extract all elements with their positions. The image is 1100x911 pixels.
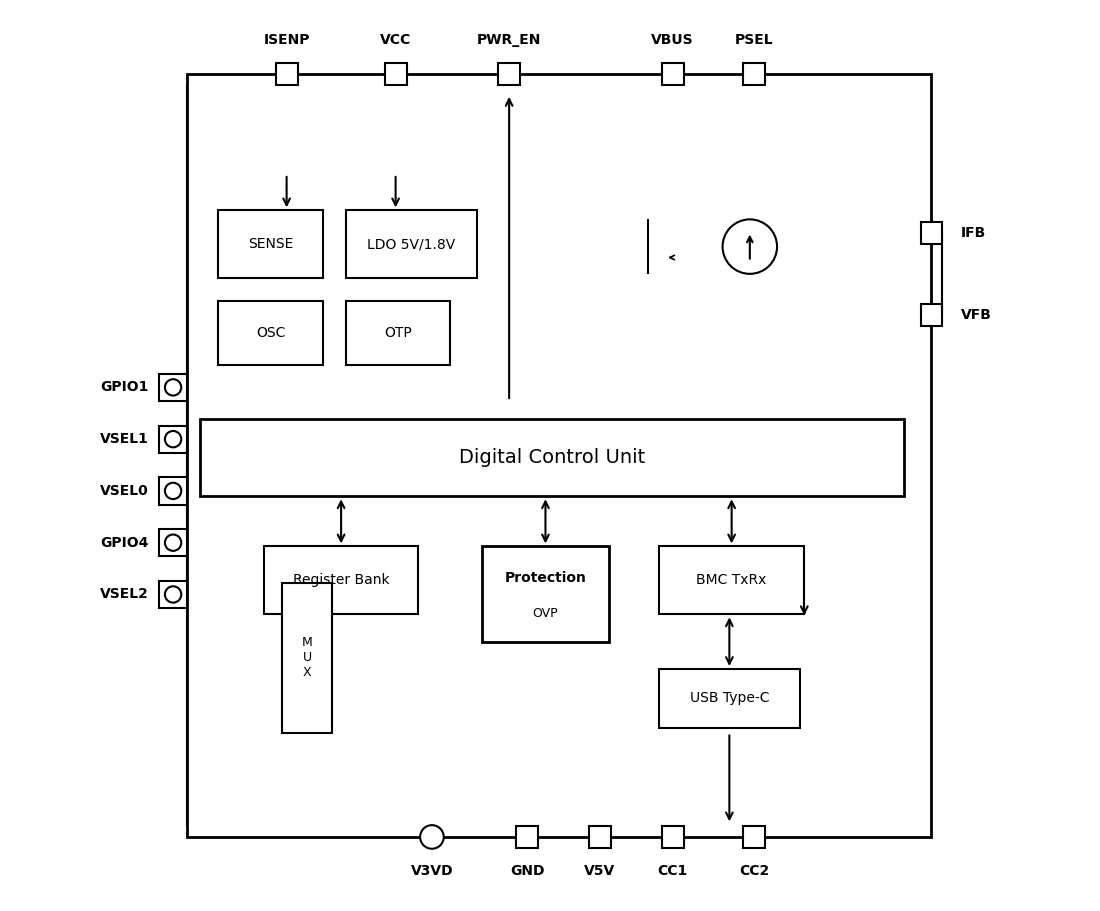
Bar <box>200 419 904 496</box>
Bar <box>662 826 683 848</box>
Bar <box>264 547 418 614</box>
Bar <box>187 74 932 837</box>
Bar <box>662 63 683 85</box>
Text: VSEL2: VSEL2 <box>100 588 148 601</box>
Text: PSEL: PSEL <box>735 33 773 46</box>
Bar <box>276 63 297 85</box>
Bar <box>385 63 407 85</box>
Text: Digital Control Unit: Digital Control Unit <box>459 448 646 467</box>
Bar <box>482 547 609 641</box>
Text: VCC: VCC <box>379 33 411 46</box>
Bar <box>219 302 323 364</box>
Text: BMC TxRx: BMC TxRx <box>696 573 767 588</box>
Bar <box>921 222 943 244</box>
Text: SENSE: SENSE <box>248 238 294 251</box>
Text: GND: GND <box>510 865 544 878</box>
Bar <box>516 826 538 848</box>
Circle shape <box>165 431 182 447</box>
Bar <box>345 302 450 364</box>
Text: OTP: OTP <box>384 326 411 340</box>
Text: VFB: VFB <box>960 308 991 322</box>
Text: GPIO1: GPIO1 <box>100 381 148 394</box>
Text: OSC: OSC <box>256 326 285 340</box>
Bar <box>160 477 187 505</box>
Text: CC2: CC2 <box>739 865 770 878</box>
Text: VSEL0: VSEL0 <box>100 484 148 498</box>
Circle shape <box>420 825 443 849</box>
Text: USB Type-C: USB Type-C <box>690 691 769 705</box>
Text: OVP: OVP <box>532 607 559 619</box>
Bar <box>345 210 477 279</box>
Circle shape <box>723 220 777 274</box>
Text: V3VD: V3VD <box>410 865 453 878</box>
Bar <box>160 529 187 557</box>
Bar <box>744 826 766 848</box>
Text: Protection: Protection <box>505 571 586 585</box>
Text: VBUS: VBUS <box>651 33 694 46</box>
Text: LDO 5V/1.8V: LDO 5V/1.8V <box>367 238 455 251</box>
Circle shape <box>165 483 182 499</box>
Bar <box>160 581 187 608</box>
Text: Register Bank: Register Bank <box>293 573 389 588</box>
Text: GPIO4: GPIO4 <box>100 536 148 549</box>
Bar <box>160 374 187 401</box>
Bar <box>498 63 520 85</box>
Bar <box>590 826 610 848</box>
Text: PWR_EN: PWR_EN <box>477 33 541 46</box>
Text: IFB: IFB <box>960 226 986 240</box>
Text: CC1: CC1 <box>658 865 688 878</box>
Bar <box>659 547 804 614</box>
Bar <box>921 304 943 325</box>
Circle shape <box>165 587 182 603</box>
Bar <box>744 63 766 85</box>
Text: M
U
X: M U X <box>301 636 312 679</box>
Circle shape <box>165 379 182 395</box>
Circle shape <box>165 535 182 551</box>
Text: V5V: V5V <box>584 865 616 878</box>
Text: VSEL1: VSEL1 <box>100 432 148 446</box>
Bar <box>659 669 800 728</box>
Text: ISENP: ISENP <box>263 33 310 46</box>
Bar <box>282 583 332 732</box>
Bar <box>219 210 323 279</box>
Bar <box>160 425 187 453</box>
